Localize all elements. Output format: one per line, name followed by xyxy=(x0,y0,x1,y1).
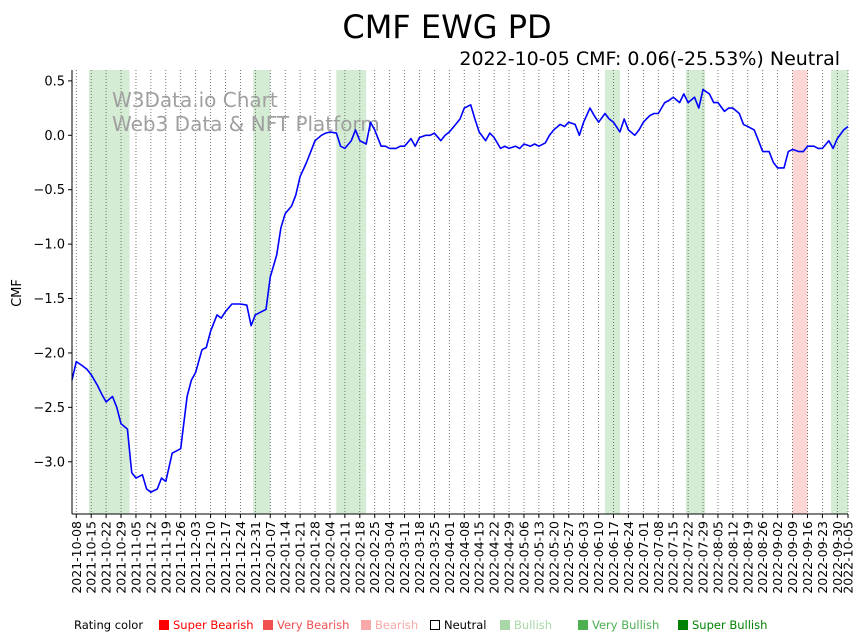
x-tick-label-22: 2022-03-11 xyxy=(397,521,412,594)
x-tick-label-50: 2022-09-23 xyxy=(815,521,830,594)
x-tick-label-40: 2022-07-15 xyxy=(666,521,681,594)
legend-swatch-4 xyxy=(500,620,510,630)
rating-band-5 xyxy=(792,70,808,514)
x-tick-label-43: 2022-08-05 xyxy=(710,521,725,594)
x-tick-label-37: 2022-06-24 xyxy=(621,521,636,594)
watermark-line-2: Web3 Data & NFT Platform xyxy=(112,112,380,136)
x-tick-label-10: 2021-12-17 xyxy=(218,521,233,594)
x-tick-label-27: 2022-04-15 xyxy=(472,521,487,594)
legend-label-0: Super Bearish xyxy=(173,618,254,632)
x-tick-label-31: 2022-05-13 xyxy=(531,521,546,594)
x-tick-label-23: 2022-03-18 xyxy=(412,521,427,594)
x-tick-label-9: 2021-12-10 xyxy=(203,521,218,594)
x-tick-label-49: 2022-09-16 xyxy=(800,521,815,594)
x-tick-label-52: 2022-10-05 xyxy=(841,521,856,594)
legend-label-6: Super Bullish xyxy=(692,618,767,632)
x-tick-label-45: 2022-08-19 xyxy=(740,521,755,594)
x-tick-label-30: 2022-05-06 xyxy=(516,521,531,594)
rating-bands xyxy=(89,70,848,514)
x-tick-label-42: 2022-07-29 xyxy=(696,521,711,594)
x-tick-label-34: 2022-06-03 xyxy=(576,521,591,594)
legend-label-3: Neutral xyxy=(444,618,486,632)
x-tick-label-41: 2022-07-22 xyxy=(681,521,696,594)
x-tick-label-17: 2022-02-04 xyxy=(322,521,337,594)
y-tick-label-0: 0.5 xyxy=(44,74,65,89)
chart-title: CMF EWG PD xyxy=(342,8,551,46)
y-tick-label-5: −2.0 xyxy=(33,346,65,361)
x-tick-label-51: 2022-09-30 xyxy=(830,521,845,594)
y-axis-label: CMF xyxy=(10,279,25,307)
x-tick-label-29: 2022-04-29 xyxy=(502,521,517,594)
x-tick-label-21: 2022-03-04 xyxy=(382,521,397,594)
x-tick-label-48: 2022-09-09 xyxy=(785,521,800,594)
legend-label-5: Very Bullish xyxy=(592,618,659,632)
x-tick-label-0: 2021-10-08 xyxy=(69,521,84,594)
axes xyxy=(71,70,848,515)
chart-subtitle: 2022-10-05 CMF: 0.06(-25.53%) Neutral xyxy=(459,48,840,70)
x-tick-label-25: 2022-04-01 xyxy=(442,521,457,594)
x-tick-label-13: 2022-01-07 xyxy=(263,521,278,594)
legend-label-1: Very Bearish xyxy=(277,618,349,632)
rating-band-0 xyxy=(89,70,130,514)
x-tick-label-8: 2021-12-03 xyxy=(188,521,203,594)
series-group xyxy=(71,88,849,494)
y-tick-label-2: −0.5 xyxy=(33,183,65,198)
x-tick-label-12: 2021-12-31 xyxy=(248,521,263,594)
legend-label-2: Bearish xyxy=(375,618,418,632)
y-tick-label-1: 0.0 xyxy=(44,129,65,144)
legend-swatch-2 xyxy=(361,620,371,630)
x-tick-label-4: 2021-11-05 xyxy=(128,521,143,594)
x-ticks: 2021-10-08 2021-10-15 2021-10-22 2021-10-29… xyxy=(69,514,856,594)
x-tick-label-19: 2022-02-18 xyxy=(352,521,367,594)
rating-band-4 xyxy=(685,70,706,514)
x-tick-label-14: 2022-01-14 xyxy=(278,521,293,594)
x-tick-label-24: 2022-03-25 xyxy=(427,521,442,594)
x-tick-label-46: 2022-08-26 xyxy=(755,521,770,594)
x-tick-label-33: 2022-05-27 xyxy=(561,521,576,594)
x-tick-label-6: 2021-11-19 xyxy=(158,521,173,594)
x-tick-label-26: 2022-04-08 xyxy=(457,521,472,594)
rating-band-3 xyxy=(604,70,620,514)
x-tick-label-39: 2022-07-08 xyxy=(651,521,666,594)
legend-items: Super Bearish Very Bearish Bearish Neutral B… xyxy=(159,618,767,632)
x-tick-label-32: 2022-05-20 xyxy=(546,521,561,594)
x-tick-label-15: 2022-01-21 xyxy=(293,521,308,594)
x-tick-label-2: 2021-10-22 xyxy=(99,521,114,594)
x-tick-label-38: 2022-07-01 xyxy=(636,521,651,594)
y-tick-label-3: −1.0 xyxy=(33,238,65,253)
x-grid-lines xyxy=(75,70,849,514)
rating-band-6 xyxy=(830,70,848,514)
watermark-line-1: W3Data.io Chart xyxy=(112,88,278,112)
x-tick-label-20: 2022-02-25 xyxy=(367,521,382,594)
legend-swatch-3 xyxy=(430,620,440,630)
x-tick-label-1: 2021-10-15 xyxy=(84,521,99,594)
y-tick-label-4: −1.5 xyxy=(33,292,65,307)
x-tick-label-36: 2022-06-17 xyxy=(606,521,621,594)
rating-band-2 xyxy=(336,70,367,514)
y-tick-label-7: −3.0 xyxy=(33,455,65,470)
x-tick-label-18: 2022-02-11 xyxy=(337,521,352,594)
x-tick-label-5: 2021-11-12 xyxy=(143,521,158,594)
legend-title: Rating color xyxy=(74,618,143,632)
x-tick-label-44: 2022-08-12 xyxy=(725,521,740,594)
x-tick-label-11: 2021-12-24 xyxy=(233,521,248,594)
x-tick-label-28: 2022-04-22 xyxy=(487,521,502,594)
x-tick-label-7: 2021-11-26 xyxy=(173,521,188,594)
x-tick-label-16: 2022-01-28 xyxy=(308,521,323,594)
legend-swatch-0 xyxy=(159,620,169,630)
x-tick-label-3: 2021-10-29 xyxy=(114,521,129,594)
x-tick-label-35: 2022-06-10 xyxy=(591,521,606,594)
legend-swatch-1 xyxy=(263,620,273,630)
legend: Rating color Super Bearish Very Bearish Be… xyxy=(74,618,767,632)
y-ticks: 0.5 0.0 −0.5 −1.0 −1.5 −2.0 −2.5 −3.0 xyxy=(33,74,72,470)
legend-swatch-5 xyxy=(578,620,588,630)
rating-band-1 xyxy=(253,70,271,514)
x-tick-label-47: 2022-09-02 xyxy=(770,521,785,594)
legend-swatch-6 xyxy=(678,620,688,630)
legend-label-4: Bullish xyxy=(514,618,552,632)
series-line-0 xyxy=(71,88,849,494)
y-tick-label-6: −2.5 xyxy=(33,401,65,416)
